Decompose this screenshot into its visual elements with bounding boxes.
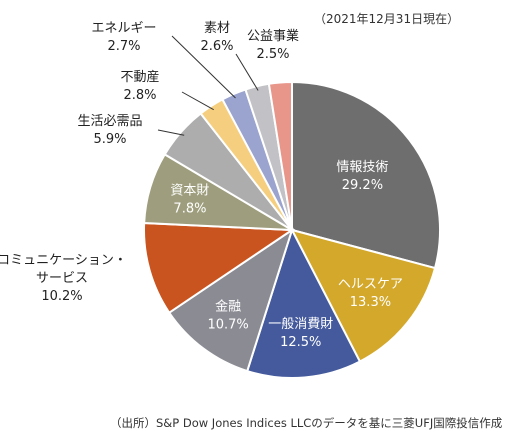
slice-name-1: ヘルスケア	[338, 277, 403, 292]
leader-line-6	[157, 129, 185, 136]
slice-value-5: 7.8%	[173, 201, 206, 216]
slice-label-7: 不動産 2.8%	[120, 69, 159, 103]
leader-line-8	[171, 35, 236, 99]
slice-name-2: 一般消費財	[268, 316, 333, 332]
slice-value-9: 2.6%	[200, 39, 233, 54]
slice-label-2: 一般消費財 12.5%	[268, 316, 333, 350]
slice-name-4: コミュニケーション・	[0, 253, 127, 268]
slice-value-8: 2.7%	[107, 39, 140, 54]
pie-slice-10	[267, 80, 293, 231]
slice-label-5: 資本財 7.8%	[170, 183, 209, 216]
slice-label-3: 金融 10.7%	[207, 298, 248, 332]
leader-line-9	[235, 53, 259, 91]
slice-name-0: 情報技術	[336, 159, 388, 174]
slice-value-2: 12.5%	[280, 335, 321, 350]
slice-name-7: 不動産	[120, 69, 159, 85]
slice-label-9: 素材 2.6%	[200, 21, 233, 54]
slice-label-10: 公益事業 2.5%	[247, 28, 299, 62]
slice-label-1: ヘルスケア 13.3%	[338, 277, 403, 310]
pie-slice-3	[167, 227, 294, 373]
slice-value-4: 10.2%	[41, 289, 82, 304]
slice-value-6: 5.9%	[93, 132, 126, 147]
pie-slice-1	[290, 228, 437, 363]
slice-label-0: 情報技術 29.2%	[336, 159, 388, 192]
slice-label-6: 生活必需品 5.9%	[77, 114, 142, 147]
date-note: （2021年12月31日現在）	[314, 12, 460, 26]
slice-labels: 情報技術 29.2% ヘルスケア 13.3% 一般消費財 12.5% 金融 10.7% コミュニ…	[0, 21, 403, 350]
slice-name-5: 資本財	[170, 183, 209, 198]
slice-value-1: 13.3%	[350, 295, 391, 310]
slice-name-10: 公益事業	[247, 28, 299, 44]
slice-label-4: コミュニケーション・サービス 10.2%	[0, 253, 127, 304]
slice-value-10: 2.5%	[256, 47, 289, 62]
leader-lines	[157, 35, 259, 136]
pie-slice-2	[245, 227, 362, 379]
slice-name-9: 素材	[204, 21, 230, 36]
slice-name-8: エネルギー	[91, 21, 156, 36]
pie-slice-4	[143, 221, 296, 315]
pie-slice-0	[291, 80, 441, 270]
source-note: （出所）S&P Dow Jones Indices LLCのデータを基に三菱UF…	[110, 416, 503, 430]
slice-name-6: 生活必需品	[77, 114, 142, 129]
pie-slices	[143, 80, 441, 379]
slice-value-0: 29.2%	[342, 177, 383, 192]
slice-value-3: 10.7%	[207, 317, 248, 332]
slice-name-4: サービス	[36, 271, 88, 286]
leader-line-7	[181, 91, 214, 111]
slice-label-8: エネルギー 2.7%	[91, 21, 156, 54]
slice-name-3: 金融	[215, 298, 241, 314]
slice-value-7: 2.8%	[123, 88, 156, 103]
